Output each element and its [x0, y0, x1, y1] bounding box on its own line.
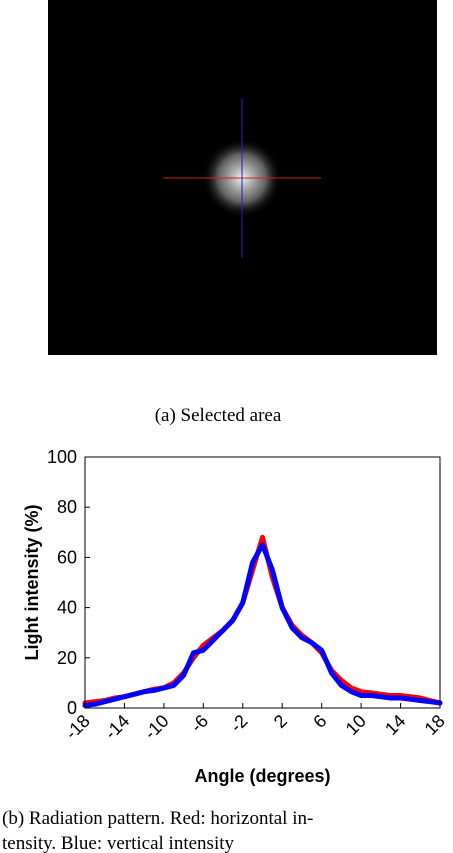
- x-tick-label: -2: [226, 711, 251, 736]
- x-tick-label: -6: [187, 711, 212, 736]
- y-tick-label: 80: [57, 497, 77, 517]
- plot-frame: [85, 457, 440, 708]
- caption-a: (a) Selected area: [155, 405, 282, 426]
- x-tick-label: 18: [421, 711, 449, 739]
- y-tick-label: 60: [57, 547, 77, 567]
- y-axis-label: Light intensity (%): [22, 505, 42, 661]
- x-tick-label: 6: [309, 711, 330, 732]
- series-line: [85, 537, 440, 703]
- series-line: [85, 545, 440, 706]
- figure: (a) Selected area 020406080100-18-14-10-…: [0, 0, 453, 853]
- x-tick-label: 2: [270, 711, 291, 732]
- x-axis-label: Angle (degrees): [194, 766, 330, 786]
- x-tick-label: -10: [140, 711, 173, 744]
- x-tick-label: -14: [101, 711, 134, 744]
- y-tick-label: 40: [57, 598, 77, 618]
- selected-area-image: [48, 0, 437, 355]
- y-tick-label: 20: [57, 648, 77, 668]
- x-tick-label: 10: [342, 711, 370, 739]
- caption-b-line: tensity. Blue: vertical intensity: [2, 833, 234, 853]
- x-tick-label: 14: [381, 711, 409, 739]
- caption-b-line: (b) Radiation pattern. Red: horizontal i…: [2, 808, 313, 829]
- y-tick-label: 100: [47, 447, 77, 467]
